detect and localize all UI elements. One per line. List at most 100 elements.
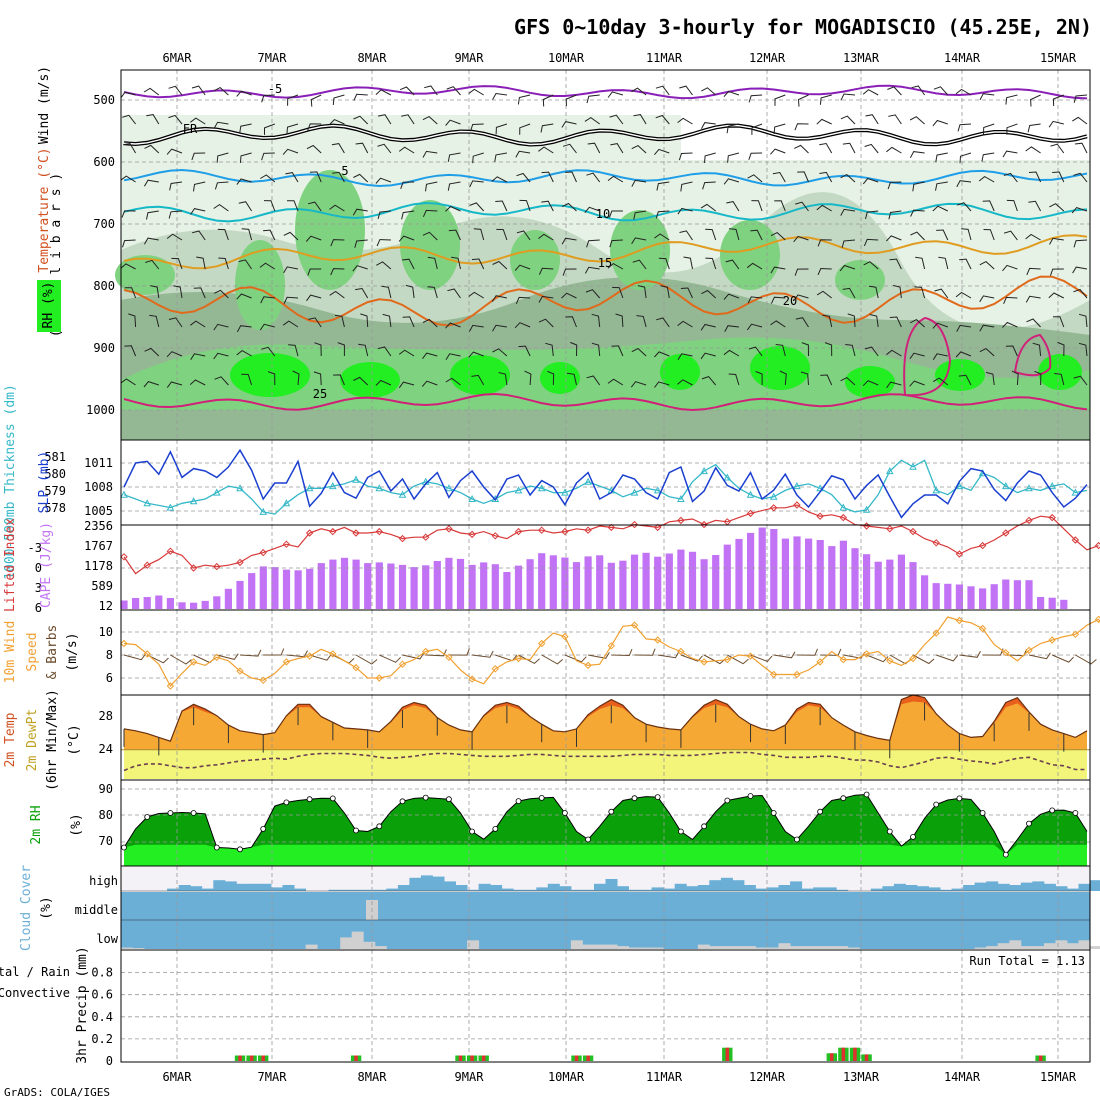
- wind10-point-56: [769, 670, 778, 679]
- wind10-barb-30: [472, 650, 494, 658]
- wind10-barb-8: [216, 653, 239, 660]
- cloud-low-bar-57: [778, 943, 791, 949]
- cloud-high-bar-5: [178, 885, 191, 891]
- cloud-high-bar-84: [1090, 880, 1100, 891]
- cloud-middle-bar-2: [144, 892, 157, 920]
- wind-barb-418: [1057, 341, 1065, 357]
- wind-barb-88: [216, 152, 229, 163]
- cloud-high-bar-73: [963, 885, 976, 891]
- wind-barb-266: [451, 256, 461, 270]
- wind-barb-64: [633, 114, 647, 125]
- cape-bar-33: [503, 572, 511, 609]
- cloud-middle-bar-32: [490, 892, 503, 920]
- cloud-middle-bar-44: [628, 892, 641, 920]
- rh-green-plume-2: [400, 200, 460, 290]
- wind-barb-102: [538, 146, 554, 154]
- wind-barb-306: [405, 284, 415, 299]
- wind-barb-38: [1005, 94, 1018, 105]
- x-tick-bottom-6MAR: 6MAR: [163, 1070, 193, 1084]
- wind-barb-153: [747, 174, 763, 183]
- cloud-middle-bar-34: [513, 892, 526, 920]
- wind10-point-50: [700, 658, 708, 666]
- rh2m-point-40: [585, 836, 591, 843]
- cape-bar-57: [781, 538, 789, 609]
- wind-barb-337: [149, 314, 160, 328]
- wind-barb-369: [889, 316, 902, 328]
- wind-barb-152: [723, 178, 740, 185]
- cape-bar-45: [642, 552, 650, 609]
- wind-barb-213: [191, 230, 206, 241]
- wind-barb-397: [570, 341, 578, 357]
- wind-barb-48: [264, 123, 275, 135]
- wind-barb-40: [1052, 94, 1064, 107]
- cloud-middle-bar-83: [1078, 892, 1091, 920]
- wind10-point-74: [978, 624, 987, 633]
- cloud-low-bar-44: [628, 947, 641, 949]
- cloud-middle-bar-26: [420, 892, 433, 920]
- cloud-middle-bar-18: [328, 892, 341, 920]
- wind-barb-381: [190, 353, 206, 360]
- wind-barb-12: [399, 86, 415, 96]
- wind-barb-6: [261, 94, 275, 103]
- wind-barb-253: [145, 259, 160, 270]
- wind-barb-444: [677, 379, 693, 386]
- rh2m-point-54: [747, 793, 754, 799]
- wind-barb-366: [822, 314, 833, 328]
- wind-barb-348: [402, 316, 415, 328]
- cape-bar-22: [375, 562, 383, 609]
- precip-conv-bar-52: [725, 1047, 730, 1061]
- rh-bright-core-7: [935, 359, 985, 391]
- wind-barb-241: [841, 239, 856, 248]
- wind-barb-136: [353, 173, 369, 183]
- wind10-point-52: [723, 655, 732, 664]
- thickness-point-64: [862, 505, 871, 513]
- cape-bar-63: [851, 548, 859, 609]
- rh2m-bright-fill: [124, 844, 1087, 866]
- x-tick-bottom-7MAR: 7MAR: [258, 1070, 288, 1084]
- cape-tick-1767: 1767: [84, 539, 113, 553]
- rh2m-point-42: [608, 808, 615, 815]
- precip-conv-bar-30: [470, 1055, 474, 1061]
- lifted-index-point-56: [769, 504, 778, 512]
- precip-conv-bar-10: [238, 1055, 242, 1061]
- wind-barb-204: [957, 202, 972, 212]
- wind-barb-356: [591, 313, 601, 328]
- wind-barb-299: [236, 293, 252, 300]
- cape-bar-76: [1002, 579, 1010, 609]
- cloud-middle-bar-59: [801, 892, 814, 920]
- wind-barb-193: [700, 203, 716, 212]
- wind-barb-247: [983, 229, 995, 241]
- wind-barb-457: [985, 371, 995, 386]
- wind-barb-131: [236, 178, 252, 185]
- wind-barb-425: [241, 373, 253, 386]
- wind-barb-190: [633, 210, 647, 220]
- cloud-high-bar-49: [686, 886, 699, 891]
- wind-barb-424: [214, 376, 229, 386]
- cape-bar-42: [607, 562, 615, 609]
- cape-bar-58: [793, 536, 801, 609]
- cape-bar-69: [921, 575, 929, 609]
- wind-barb-257: [238, 259, 253, 270]
- wind-barb-21: [607, 91, 624, 98]
- wind-barb-377: [1078, 313, 1088, 328]
- wind-barb-201: [888, 210, 902, 220]
- wind-barb-36: [955, 88, 972, 96]
- wind10-point-0: [120, 639, 128, 648]
- wind-barb-388: [358, 343, 369, 357]
- wind-barb-80: [1006, 123, 1018, 135]
- cloud-middle-bar-10: [236, 892, 249, 920]
- ylabel-temp-unit: (°C): [67, 724, 82, 755]
- lifted-index-point-58: [793, 501, 801, 509]
- wind-barb-122: [1002, 150, 1018, 158]
- wind-barb-336: [128, 313, 137, 328]
- wind-barb-430: [353, 376, 369, 386]
- wind-barb-229: [561, 237, 577, 245]
- cape-bar-13: [271, 567, 279, 609]
- cloud-low-bar-82: [1066, 943, 1079, 949]
- cape-bar-32: [491, 564, 499, 609]
- wind-barb-107: [654, 148, 670, 156]
- lifted-index-point-4: [166, 547, 175, 555]
- x-tick-top-7MAR: 7MAR: [258, 51, 288, 65]
- cloud-low-bar-77: [1009, 940, 1022, 949]
- wind-barb-203: [932, 205, 949, 212]
